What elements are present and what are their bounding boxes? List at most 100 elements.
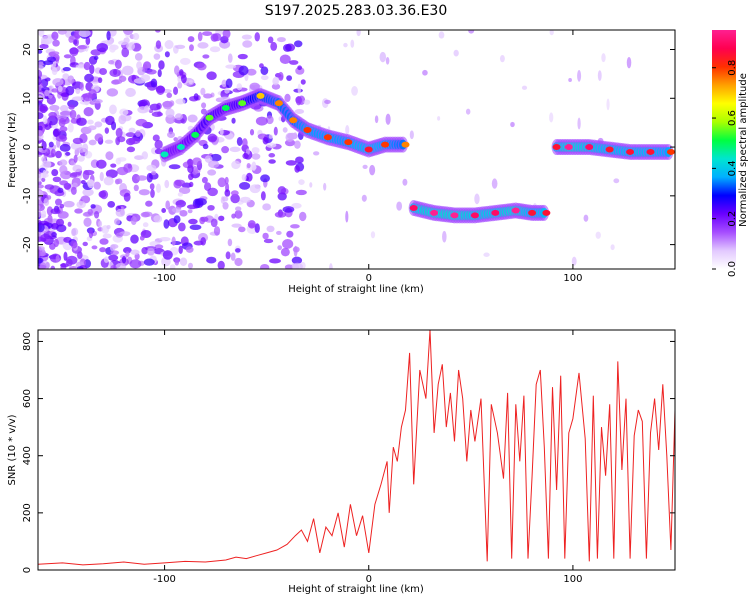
noise-speckle	[164, 179, 170, 189]
noise-speckle	[280, 247, 290, 257]
signal-peak	[323, 134, 332, 141]
noise-speckle	[122, 30, 134, 35]
noise-speckle	[94, 121, 103, 128]
noise-speckle	[93, 55, 99, 61]
noise-speckle	[108, 60, 115, 65]
snr-x-ticks: -100 0 100	[153, 330, 582, 585]
noise-speckle	[224, 189, 231, 197]
noise-speckle	[146, 164, 157, 172]
noise-speckle	[136, 61, 142, 70]
noise-speckle	[295, 95, 302, 106]
noise-speckle	[103, 176, 114, 186]
noise-speckle	[82, 241, 88, 247]
noise-speckle	[153, 53, 161, 60]
colorbar-gradient	[712, 30, 736, 269]
noise-speckle	[193, 93, 199, 101]
noise-speckle	[38, 248, 41, 259]
snr-y-tick-label: 200	[22, 503, 33, 522]
noise-speckle	[293, 132, 298, 140]
noise-speckle	[270, 41, 278, 51]
snr-frame	[37, 329, 676, 571]
noise-speckle	[133, 184, 139, 192]
noise-speckle	[350, 39, 355, 48]
noise-speckle	[313, 151, 320, 156]
noise-speckle	[142, 64, 148, 72]
noise-speckle	[87, 179, 95, 189]
noise-speckle	[157, 69, 162, 78]
noise-speckle	[200, 87, 206, 96]
noise-speckle	[78, 30, 91, 38]
noise-speckle	[38, 220, 49, 226]
signal-peak	[666, 148, 675, 155]
noise-speckle	[483, 252, 490, 257]
noise-speckle	[200, 216, 209, 222]
noise-speckle	[242, 153, 249, 159]
noise-speckle	[117, 136, 126, 143]
noise-speckle	[109, 68, 121, 77]
noise-speckle	[208, 160, 220, 169]
noise-speckle	[229, 146, 241, 153]
noise-speckle	[188, 218, 198, 225]
signal-peak	[256, 92, 265, 99]
noise-speckle	[294, 109, 305, 115]
noise-speckle	[48, 141, 54, 148]
noise-speckle	[130, 249, 140, 255]
noise-speckle	[238, 226, 246, 233]
noise-speckle	[137, 106, 149, 114]
noise-speckle	[206, 71, 217, 81]
noise-speckle	[385, 56, 390, 65]
noise-speckle	[67, 75, 75, 84]
noise-speckle	[87, 125, 97, 131]
noise-speckle	[83, 217, 92, 227]
noise-speckle	[343, 42, 348, 48]
noise-speckle	[125, 132, 135, 138]
noise-speckle	[59, 126, 68, 132]
noise-speckle	[260, 263, 270, 269]
noise-speckle	[55, 198, 62, 206]
noise-speckle	[149, 103, 161, 111]
noise-speckle	[76, 117, 87, 126]
noise-speckle	[175, 44, 186, 49]
noise-speckle	[262, 232, 269, 240]
noise-speckle	[251, 153, 261, 160]
noise-speckle	[200, 237, 207, 246]
noise-speckle	[295, 189, 307, 196]
noise-speckle	[165, 108, 175, 118]
snr-x-tick-label: 100	[563, 574, 582, 585]
noise-speckle	[51, 231, 57, 238]
noise-speckle	[262, 136, 269, 145]
noise-speckle	[189, 44, 194, 52]
noise-speckle	[38, 112, 44, 120]
signal-peak	[401, 141, 410, 148]
noise-speckle	[437, 116, 441, 121]
noise-speckle	[207, 204, 215, 211]
noise-speckle	[187, 114, 198, 123]
noise-speckle	[201, 31, 213, 36]
noise-speckle	[102, 233, 112, 239]
noise-speckle	[171, 236, 176, 246]
noise-speckle	[114, 59, 122, 69]
signal-peak	[430, 209, 439, 216]
noise-speckle	[283, 43, 292, 52]
spectrogram-frame	[37, 29, 676, 270]
noise-speckle	[597, 70, 602, 82]
spectrogram-y-tick-label: -10	[22, 188, 33, 204]
noise-speckle	[52, 39, 60, 47]
noise-speckle	[154, 139, 163, 150]
noise-speckle	[94, 133, 104, 142]
signal-peak	[303, 126, 312, 133]
noise-speckle	[67, 221, 72, 227]
noise-speckle	[72, 96, 84, 101]
noise-speckle	[225, 78, 233, 89]
noise-speckle	[68, 104, 75, 110]
noise-speckle	[128, 137, 141, 145]
noise-speckle	[59, 104, 69, 112]
noise-speckle	[234, 257, 243, 267]
noise-speckle	[72, 182, 78, 188]
noise-speckle	[374, 115, 379, 124]
noise-speckle	[152, 134, 160, 142]
noise-speckle	[207, 187, 218, 197]
noise-speckle	[109, 44, 116, 53]
noise-speckle	[109, 104, 117, 115]
noise-speckle	[200, 108, 207, 115]
